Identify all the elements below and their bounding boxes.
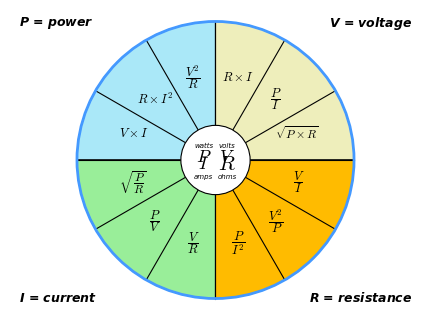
Text: $V \times I$: $V \times I$ xyxy=(119,127,148,140)
Text: $\bfit{P}$ = power: $\bfit{P}$ = power xyxy=(19,14,93,30)
Text: $\bfit{V}$ = voltage: $\bfit{V}$ = voltage xyxy=(328,14,411,32)
Text: $\bfit{I}$ = current: $\bfit{I}$ = current xyxy=(19,292,97,306)
Text: $\dfrac{P}{I}$: $\dfrac{P}{I}$ xyxy=(270,86,281,112)
Text: $\dfrac{P}{I^2}$: $\dfrac{P}{I^2}$ xyxy=(230,229,244,257)
Text: ohms: ohms xyxy=(217,174,237,180)
Circle shape xyxy=(181,125,249,195)
Wedge shape xyxy=(77,160,215,299)
Text: $V$: $V$ xyxy=(219,148,235,166)
Wedge shape xyxy=(77,21,215,160)
Text: $\dfrac{V}{R}$: $\dfrac{V}{R}$ xyxy=(187,230,199,256)
Text: $\dfrac{P}{V}$: $\dfrac{P}{V}$ xyxy=(149,208,160,234)
Text: $I$: $I$ xyxy=(198,155,209,173)
Text: $\dfrac{V^2}{R}$: $\dfrac{V^2}{R}$ xyxy=(185,63,201,91)
Text: volts: volts xyxy=(218,143,235,149)
Text: $P$: $P$ xyxy=(196,148,211,166)
Text: $\sqrt{P \times R}$: $\sqrt{P \times R}$ xyxy=(274,125,319,142)
Text: $R \times I^2$: $R \times I^2$ xyxy=(136,92,172,107)
Text: $\dfrac{V}{I}$: $\dfrac{V}{I}$ xyxy=(292,169,304,195)
Wedge shape xyxy=(215,21,353,160)
Text: $\bfit{R}$ = resistance: $\bfit{R}$ = resistance xyxy=(308,292,411,306)
Text: watts: watts xyxy=(194,143,213,149)
Text: $R$: $R$ xyxy=(218,154,236,174)
Text: $\sqrt{\dfrac{P}{R}}$: $\sqrt{\dfrac{P}{R}}$ xyxy=(118,169,146,196)
Text: $R \times I$: $R \times I$ xyxy=(221,70,253,84)
Text: amps: amps xyxy=(194,174,213,180)
Text: $\dfrac{V^2}{P}$: $\dfrac{V^2}{P}$ xyxy=(267,207,283,235)
Wedge shape xyxy=(215,160,353,299)
